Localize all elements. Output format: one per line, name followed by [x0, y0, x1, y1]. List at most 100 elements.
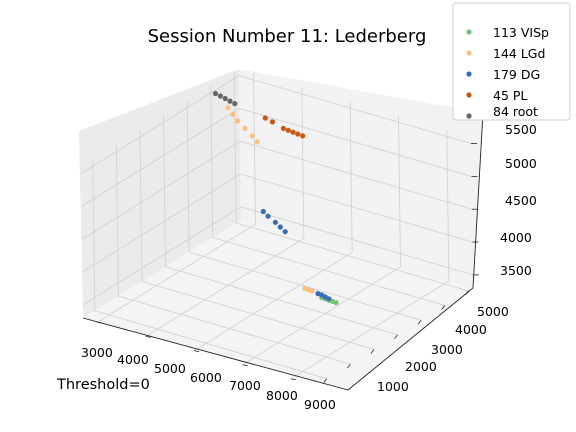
grid-line	[81, 108, 240, 207]
grid-line	[212, 237, 445, 306]
tick-mark	[370, 349, 375, 354]
x-tick-label: 3000	[81, 345, 113, 360]
point-45-pl	[295, 131, 301, 137]
point-144-lgd	[302, 285, 308, 291]
tick-mark	[145, 336, 151, 338]
grid-line	[239, 107, 472, 177]
grid-line	[163, 115, 166, 267]
floor-pane	[83, 220, 473, 390]
grid-line	[141, 281, 375, 350]
point-84-root	[232, 101, 238, 107]
tick-mark	[347, 363, 351, 369]
grid-line	[165, 266, 398, 336]
grid-line	[82, 206, 242, 306]
point-144-lgd	[225, 105, 231, 111]
legend-marker-144-lgd	[466, 50, 472, 56]
grid-line	[92, 159, 96, 311]
tick-mark	[194, 350, 200, 352]
grid-line	[238, 75, 472, 144]
point-45-pl	[262, 115, 268, 121]
point-179-dg	[315, 291, 321, 297]
legend-label: 144 LGd	[493, 46, 545, 61]
grid-line	[446, 129, 450, 281]
legend-label: 45 PL	[493, 88, 527, 103]
point-84-root	[222, 95, 228, 102]
legend-marker-179-dg	[466, 71, 472, 77]
z-axis-line	[472, 112, 484, 289]
legend-marker-113-visp	[466, 29, 472, 35]
legend-marker-45-pl	[466, 92, 472, 98]
z-tick-label: 5000	[505, 156, 537, 171]
point-84-root	[217, 93, 223, 99]
legend: 113 VISp 144 LGd 179 DG 45 PL 84 root	[452, 2, 571, 121]
grid-lines	[80, 71, 473, 380]
grid-line	[301, 87, 305, 239]
y-axis-line	[347, 287, 474, 391]
grid-line	[186, 101, 190, 253]
y-tick-label: 3000	[431, 342, 463, 357]
point-45-pl	[285, 127, 291, 133]
grid-line	[240, 173, 473, 243]
grid-line	[239, 140, 473, 210]
grid-line	[94, 310, 327, 380]
x-tick-label: 4000	[117, 352, 149, 367]
z-tick-label: 4000	[500, 230, 532, 245]
y-tick-label: 5000	[477, 304, 509, 319]
grid-line	[236, 222, 469, 292]
legend-label: 113 VISp	[493, 25, 549, 40]
point-179-dg	[272, 219, 278, 225]
point-144-lgd	[235, 118, 241, 124]
grid-line	[233, 71, 237, 223]
y-tick-label: 2000	[405, 359, 437, 374]
z-tick-label: 3500	[500, 263, 532, 278]
x-tick-label: 7000	[229, 378, 261, 393]
grid-line	[115, 145, 119, 297]
grid-line	[290, 280, 450, 380]
grid-line	[145, 238, 305, 337]
chart-title: Session Number 11: Lederberg	[148, 26, 427, 47]
grid-line	[118, 295, 351, 365]
grid-line	[253, 73, 256, 225]
point-45-pl	[280, 125, 286, 131]
point-144-lgd	[254, 139, 260, 145]
grid-line	[349, 101, 353, 253]
x-tick-label: 9000	[304, 397, 336, 412]
grid-line	[139, 130, 143, 282]
point-45-pl	[290, 129, 296, 135]
grid-line	[97, 223, 256, 323]
tick-mark	[323, 378, 328, 383]
tick-mark	[464, 290, 469, 296]
point-84-root	[227, 98, 233, 104]
grid-line	[242, 266, 401, 366]
point-179-dg	[260, 208, 266, 215]
grid-line	[210, 86, 214, 238]
point-45-pl	[300, 133, 306, 139]
legend-label: 84 root	[493, 104, 538, 119]
axis-ticks	[97, 143, 479, 383]
threshold-label: Threshold=0	[56, 377, 150, 393]
point-84-root	[212, 90, 219, 97]
tick-mark	[242, 364, 248, 367]
legend-marker-84-root	[466, 113, 472, 119]
tick-mark	[290, 378, 296, 381]
x-axis-line	[82, 317, 349, 391]
point-45-pl	[269, 119, 276, 125]
point-179-dg	[277, 224, 283, 230]
x-tick-label: 5000	[154, 361, 186, 376]
left-pane	[79, 69, 241, 318]
point-144-lgd	[249, 133, 255, 139]
z-tick-label: 5500	[505, 122, 537, 137]
right-pane	[239, 69, 483, 288]
tick-mark	[441, 305, 446, 310]
grid-line	[80, 75, 240, 174]
grid-line	[82, 173, 241, 273]
legend-label: 179 DG	[493, 67, 540, 82]
grid-line	[398, 115, 401, 267]
point-179-dg	[282, 229, 288, 235]
grid-line	[193, 252, 353, 351]
point-144-lgd	[230, 111, 236, 117]
x-tick-label: 6000	[190, 370, 222, 385]
y-tick-label: 1000	[377, 379, 409, 394]
point-179-dg	[265, 213, 271, 219]
